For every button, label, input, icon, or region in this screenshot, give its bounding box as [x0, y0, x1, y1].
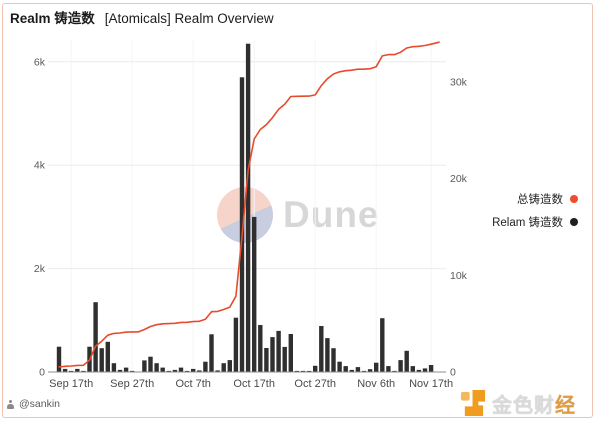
- svg-text:Sep 17th: Sep 17th: [49, 378, 93, 390]
- svg-text:0: 0: [450, 367, 456, 379]
- svg-text:6k: 6k: [34, 56, 46, 68]
- legend-item-total-mints[interactable]: 总铸造数: [517, 191, 578, 207]
- chart-title-subtitle: [Atomicals] Realm Overview: [104, 11, 274, 26]
- svg-text:Oct 17th: Oct 17th: [233, 378, 275, 390]
- jinse-text: 金色财经: [492, 389, 576, 418]
- author-handle: @sankin: [19, 398, 61, 410]
- svg-text:20k: 20k: [450, 173, 468, 185]
- chart-title: Realm 铸造数 [Atomicals] Realm Overview: [10, 7, 274, 27]
- svg-text:0: 0: [39, 367, 45, 379]
- author-credit[interactable]: @sankin: [6, 398, 60, 410]
- svg-text:Sep 27th: Sep 27th: [110, 378, 154, 390]
- legend-label-realm: Relam 铸造数: [492, 217, 563, 229]
- legend-dot-black: [570, 218, 578, 226]
- svg-text:2k: 2k: [34, 263, 46, 275]
- chart-title-name: Realm 铸造数: [10, 11, 95, 26]
- svg-text:30k: 30k: [450, 76, 468, 88]
- legend-label-total: 总铸造数: [517, 194, 563, 206]
- svg-text:Nov 17th: Nov 17th: [409, 378, 453, 390]
- jinse-finance-logo: 金色财经: [460, 389, 576, 418]
- person-icon: [6, 399, 14, 409]
- svg-text:Oct 7th: Oct 7th: [175, 378, 210, 390]
- jinse-text-last: 经: [555, 395, 576, 417]
- svg-text:4k: 4k: [34, 160, 46, 172]
- dune-watermark-text: Dune: [283, 194, 380, 235]
- svg-text:Nov 6th: Nov 6th: [357, 378, 395, 390]
- chart-legend: 总铸造数 Relam 铸造数: [492, 191, 578, 230]
- jinse-text-main: 金色财: [492, 395, 555, 417]
- svg-text:10k: 10k: [450, 270, 468, 282]
- legend-item-realm-mints[interactable]: Relam 铸造数: [492, 214, 578, 230]
- svg-text:Oct 27th: Oct 27th: [294, 378, 336, 390]
- jinse-icon: [460, 390, 487, 417]
- legend-dot-red: [570, 195, 578, 203]
